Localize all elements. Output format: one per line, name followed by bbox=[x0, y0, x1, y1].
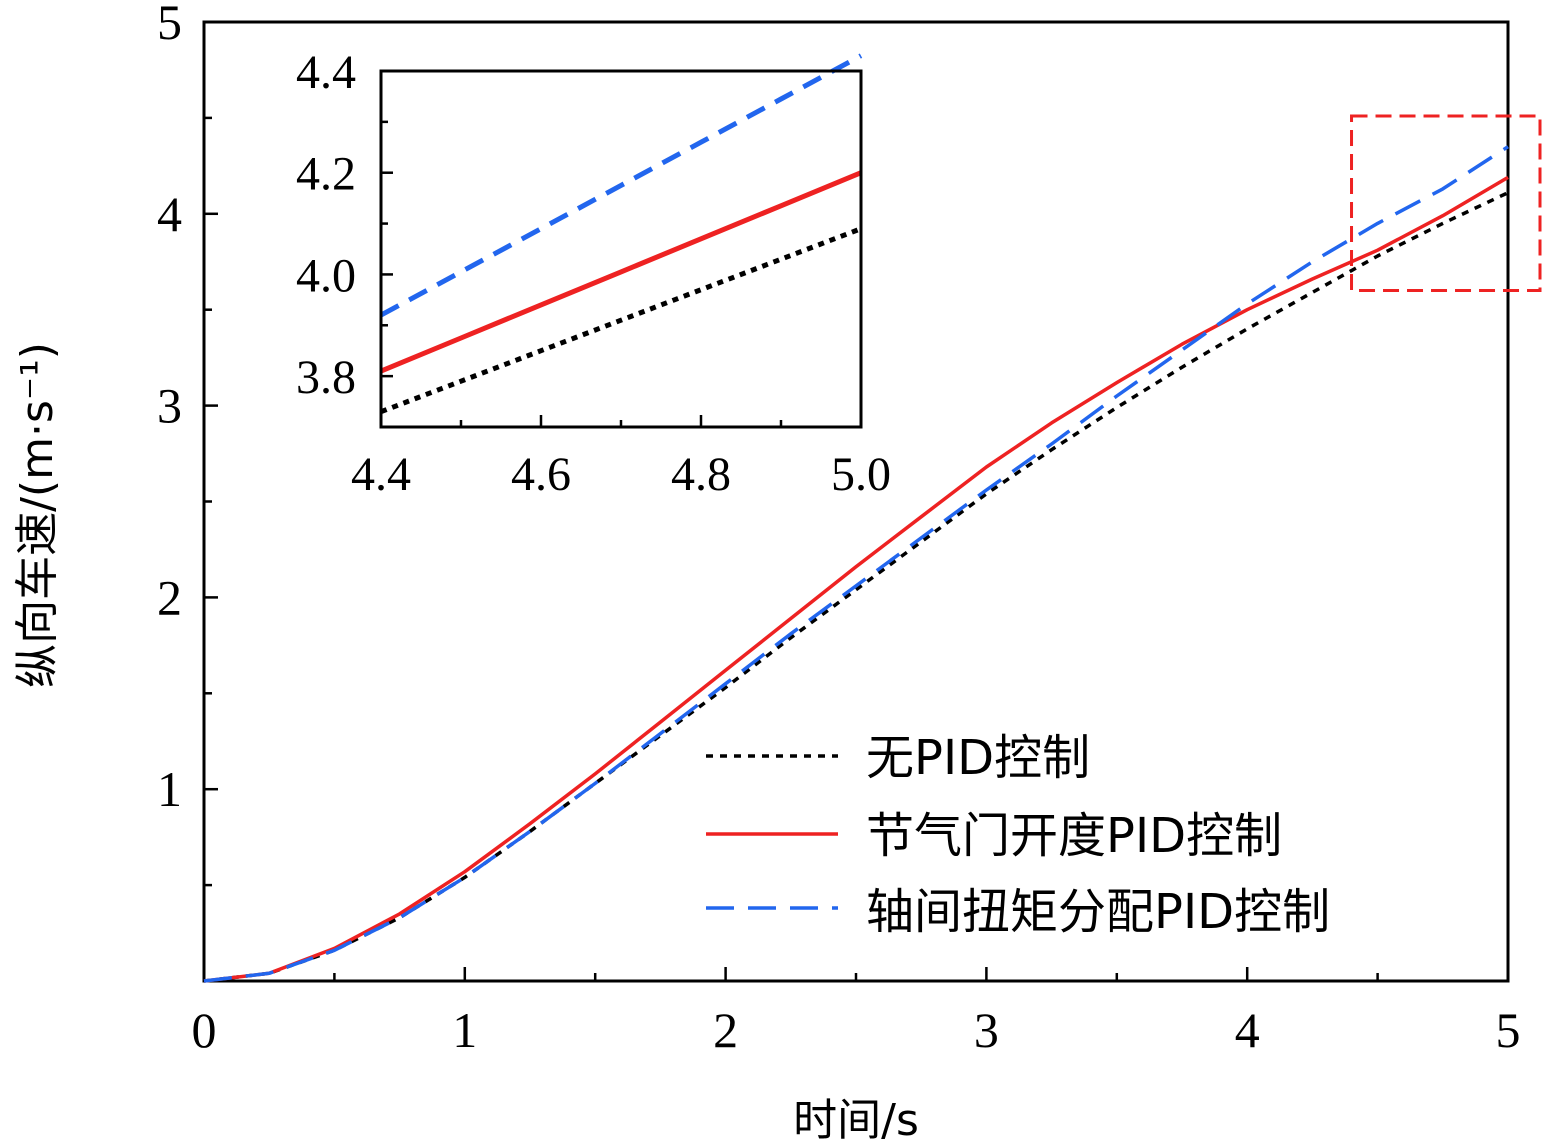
x-tick-label: 5 bbox=[1496, 1002, 1521, 1058]
y-tick-label: 4 bbox=[157, 186, 182, 242]
inset-series-line-torque-pid bbox=[379, 53, 863, 318]
x-tick-label: 1 bbox=[452, 1002, 477, 1058]
inset-x-tick-label: 5.0 bbox=[831, 448, 891, 501]
series-line-torque-pid bbox=[203, 145, 1509, 983]
inset-y-tick-label: 3.8 bbox=[296, 351, 356, 404]
inset-x-tick-label: 4.6 bbox=[511, 448, 571, 501]
series-line-throttle-pid bbox=[203, 175, 1509, 983]
inset-y-tick-label: 4.2 bbox=[296, 148, 356, 201]
legend-label-throttle-pid: 节气门开度PID控制 bbox=[866, 808, 1282, 864]
inset-series-line-throttle-pid bbox=[380, 170, 862, 374]
y-tick-label: 5 bbox=[157, 0, 182, 50]
inset-axis-ticks bbox=[379, 69, 863, 429]
series-line-no-pid bbox=[203, 191, 1509, 983]
y-tick-label: 3 bbox=[157, 378, 182, 434]
inset-series-group bbox=[379, 53, 863, 415]
legend-label-torque-pid: 轴间扭矩分配PID控制 bbox=[866, 884, 1330, 940]
y-axis-title: 纵向车速/(m·s⁻¹) bbox=[12, 342, 63, 688]
y-tick-label: 2 bbox=[157, 569, 182, 625]
x-tick-label: 4 bbox=[1235, 1002, 1260, 1058]
inset-series-line-no-pid bbox=[380, 226, 862, 415]
x-tick-label: 0 bbox=[192, 1002, 217, 1058]
inset-tick-labels: 4.4 4.6 4.8 5.0 3.8 4.0 4.2 4.4 bbox=[296, 46, 891, 501]
inset-y-tick-label: 4.4 bbox=[296, 46, 356, 99]
inset-x-tick-label: 4.8 bbox=[671, 448, 731, 501]
zoom-region-box bbox=[1350, 114, 1542, 293]
inset-plot-background bbox=[381, 71, 861, 427]
inset-y-tick-label: 4.0 bbox=[296, 249, 356, 302]
main-tick-labels: 0 1 2 3 4 5 1 2 3 4 5 bbox=[157, 0, 1521, 1058]
main-series-group bbox=[203, 145, 1509, 983]
legend: 无PID控制 节气门开度PID控制 轴间扭矩分配PID控制 bbox=[706, 730, 1330, 940]
y-tick-label: 1 bbox=[157, 761, 182, 817]
x-axis-title: 时间/s bbox=[793, 1095, 919, 1145]
legend-label-no-pid: 无PID控制 bbox=[866, 730, 1090, 786]
inset-x-tick-label: 4.4 bbox=[351, 448, 411, 501]
x-tick-label: 3 bbox=[974, 1002, 999, 1058]
x-tick-label: 2 bbox=[713, 1002, 738, 1058]
